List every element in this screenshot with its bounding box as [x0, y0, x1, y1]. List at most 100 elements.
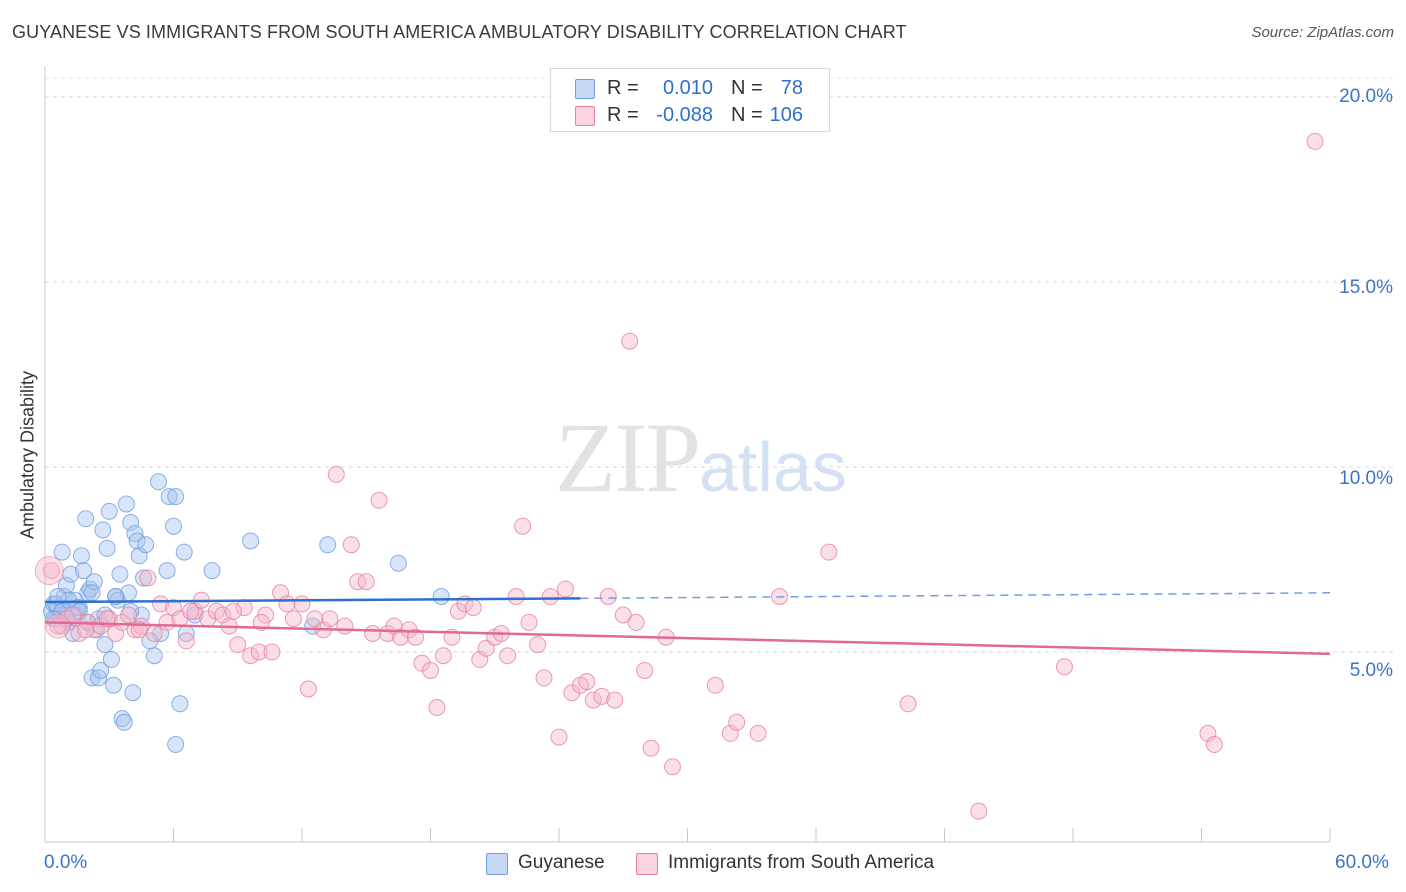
r-label: R = — [607, 77, 639, 99]
n-value: 78 — [780, 77, 803, 99]
r-value: -0.088 — [656, 104, 713, 126]
guyanese-point — [117, 495, 135, 513]
immigrants-point — [407, 628, 425, 646]
guyanese-point — [94, 521, 112, 539]
guyanese-point — [105, 676, 123, 694]
guyanese-point — [96, 636, 114, 654]
guyanese-point — [137, 536, 155, 554]
immigrants-point — [428, 699, 446, 716]
immigrants-point — [342, 536, 360, 554]
immigrants-cluster-point — [45, 613, 71, 639]
immigrants-point — [499, 647, 517, 665]
immigrants-point — [529, 636, 547, 654]
immigrants-point — [349, 573, 367, 591]
immigrants-point — [327, 465, 345, 483]
guyanese-point — [432, 588, 450, 605]
immigrants-legend-swatch — [636, 853, 658, 875]
immigrants-point — [578, 673, 596, 691]
immigrants-point — [614, 606, 632, 624]
y-tick-label-20: 20.0% — [1339, 86, 1393, 107]
immigrants-point — [321, 610, 339, 628]
y-tick-label-15: 15.0% — [1339, 277, 1393, 298]
immigrants-point — [299, 680, 317, 698]
guyanese-swatch — [575, 79, 595, 99]
immigrants-point — [336, 617, 354, 635]
immigrants-point — [107, 625, 125, 642]
guyanese-point — [160, 488, 178, 506]
y-tick-label-5: 5.0% — [1349, 660, 1393, 681]
guyanese-legend-label: Guyanese — [518, 852, 605, 873]
immigrants-point — [721, 724, 739, 742]
immigrants-point — [563, 684, 581, 702]
guyanese-point — [83, 669, 101, 687]
immigrants-point — [370, 491, 388, 509]
immigrants-point — [182, 602, 200, 620]
immigrants-point — [541, 588, 559, 605]
immigrants-point — [820, 543, 838, 561]
immigrants-point — [165, 599, 182, 617]
immigrants-point — [214, 606, 232, 624]
guyanese-point — [111, 565, 129, 583]
immigrants-point — [664, 758, 682, 776]
guyanese-point — [102, 650, 120, 668]
immigrants-point — [357, 573, 375, 591]
guyanese-point — [72, 547, 90, 565]
immigrants-point — [1055, 658, 1073, 676]
immigrants-point — [278, 595, 296, 613]
r-label: R = — [607, 104, 639, 126]
guyanese-point — [75, 562, 93, 580]
immigrants-point — [599, 588, 617, 605]
immigrants-point — [642, 739, 660, 757]
guyanese-point — [175, 543, 193, 561]
immigrants-point — [728, 713, 746, 731]
r-value: 0.010 — [662, 77, 713, 99]
guyanese-point — [158, 562, 176, 580]
immigrants-point — [177, 632, 195, 650]
immigrants-point — [471, 650, 489, 668]
guyanese-trend-extension — [580, 592, 1331, 600]
guyanese-point — [171, 695, 189, 713]
guyanese-point — [167, 736, 185, 753]
immigrants-point — [606, 691, 624, 709]
guyanese-point — [389, 554, 407, 572]
immigrants-legend-label: Immigrants from South America — [668, 852, 935, 873]
legend-row-immigrants: R = -0.088 N = 106 — [551, 102, 829, 128]
immigrants-point — [250, 643, 268, 661]
guyanese-point — [115, 713, 133, 731]
immigrants-point — [535, 669, 553, 687]
immigrants-point — [242, 647, 260, 665]
guyanese-point — [242, 532, 260, 550]
immigrants-point — [507, 588, 525, 605]
guyanese-point — [98, 539, 116, 557]
immigrants-point — [621, 332, 639, 350]
immigrants-point — [434, 647, 452, 665]
guyanese-point — [85, 573, 103, 591]
immigrants-point — [364, 625, 382, 642]
n-label: N = — [731, 77, 763, 99]
n-label: N = — [731, 104, 763, 126]
immigrants-swatch — [575, 106, 595, 126]
immigrants-point — [636, 662, 654, 679]
guyanese-point — [100, 502, 118, 520]
legend-row-guyanese: R = 0.010 N = 78 — [551, 75, 829, 101]
immigrants-point — [706, 676, 724, 694]
immigrants-point — [1205, 736, 1223, 753]
guyanese-point — [77, 510, 95, 528]
guyanese-point — [128, 532, 146, 550]
immigrants-point — [42, 562, 60, 580]
x-tick-label-min: 0.0% — [44, 852, 88, 873]
guyanese-point — [53, 543, 71, 561]
immigrants-point — [293, 595, 311, 613]
immigrants-point — [284, 610, 302, 628]
immigrants-point — [413, 654, 431, 672]
watermark-zip: ZIP — [555, 402, 701, 513]
guyanese-point — [165, 517, 182, 535]
guyanese-point — [49, 588, 67, 605]
x-tick-label-max: 60.0% — [1335, 852, 1389, 873]
guyanese-point — [83, 584, 101, 602]
immigrants-point — [899, 695, 917, 713]
guyanese-point — [150, 473, 168, 491]
immigrants-point — [263, 643, 281, 661]
immigrants-cluster-point — [34, 556, 64, 586]
